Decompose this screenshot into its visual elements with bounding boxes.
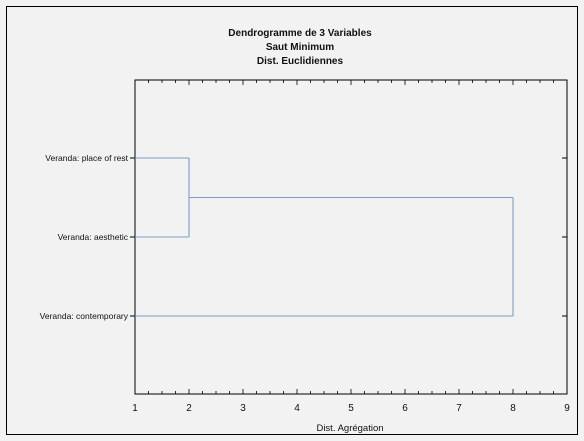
chart-title-line-2: Saut Minimum bbox=[266, 42, 334, 53]
x-axis-title: Dist. Agrégation bbox=[316, 423, 383, 434]
x-tick-label: 2 bbox=[186, 403, 192, 414]
chart-title-line-1: Dendrogramme de 3 Variables bbox=[228, 28, 372, 39]
leaf-label: Veranda: contemporary bbox=[40, 311, 129, 321]
x-tick-label: 9 bbox=[564, 403, 570, 414]
chart-frame: Dendrogramme de 3 Variables Saut Minimum… bbox=[6, 6, 578, 435]
x-tick-label: 7 bbox=[456, 403, 462, 414]
x-tick-label: 8 bbox=[510, 403, 516, 414]
chart-title-line-3: Dist. Euclidiennes bbox=[257, 56, 344, 67]
x-tick-label: 3 bbox=[240, 403, 246, 414]
x-tick-label: 6 bbox=[402, 403, 408, 414]
x-tick-label: 1 bbox=[132, 403, 138, 414]
x-tick-label: 4 bbox=[294, 403, 300, 414]
leaf-label: Veranda: aesthetic bbox=[58, 232, 129, 242]
dendrogram-chart: Dendrogramme de 3 Variables Saut Minimum… bbox=[40, 28, 571, 434]
leaf-label: Veranda: place of rest bbox=[45, 153, 128, 163]
plot-area-border bbox=[134, 79, 568, 395]
x-tick-label: 5 bbox=[348, 403, 354, 414]
